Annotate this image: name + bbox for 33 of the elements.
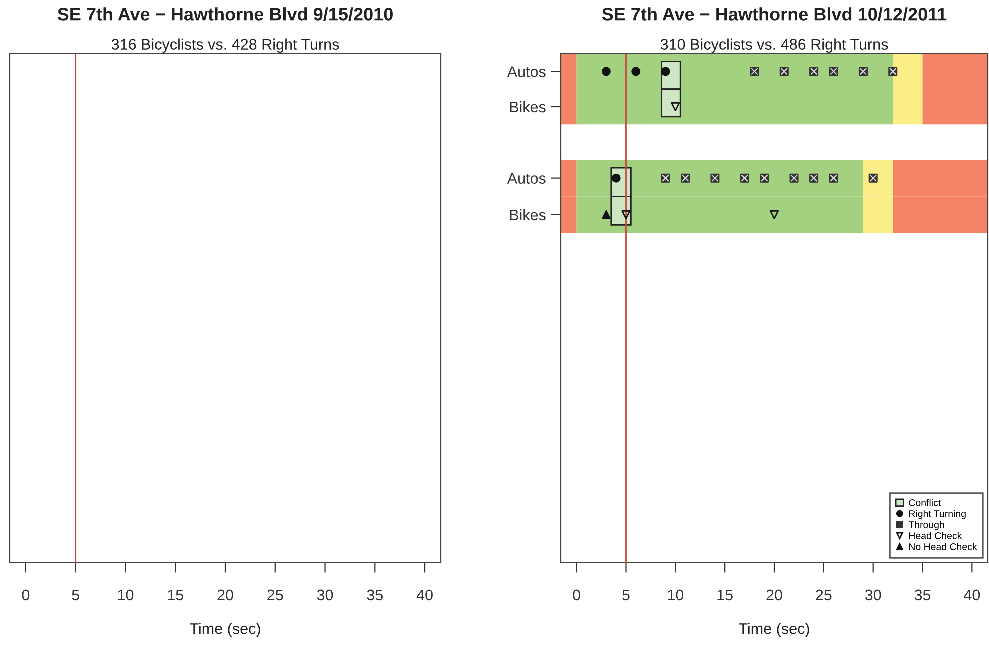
x-tick-label: 30: [865, 590, 882, 601]
legend-label: No Head Check: [909, 543, 978, 550]
x-tick-label: 10: [118, 590, 134, 601]
chart-title: SE 7th Ave − Hawthorne Blvd 9/15/2010: [58, 8, 393, 22]
x-tick-label: 0: [22, 590, 30, 601]
legend-label: Head Check: [909, 532, 962, 540]
y-tick-label: Autos: [507, 173, 546, 184]
x-tick-label: 40: [964, 590, 980, 601]
chart-title: SE 7th Ave − Hawthorne Blvd 10/12/2011: [602, 8, 947, 22]
chart-subtitle: 310 Bicyclists vs. 486 Right Turns: [660, 38, 888, 54]
x-axis-title: Time (sec): [739, 623, 810, 638]
x-tick-label: 25: [816, 590, 832, 601]
y-tick-label: Bikes: [510, 209, 546, 221]
x-axis-title: Time (sec): [190, 623, 260, 638]
legend-label: Conflict: [909, 499, 942, 506]
x-tick-label: 5: [622, 590, 630, 601]
legend-label: Through: [908, 521, 944, 530]
legend-label: Right Turning: [909, 510, 966, 520]
y-tick-label: Bikes: [510, 101, 546, 113]
x-tick-label: 40: [416, 590, 433, 601]
x-tick-label: 15: [168, 590, 184, 601]
x-tick-label: 30: [317, 590, 334, 601]
x-tick-label: 20: [766, 590, 782, 601]
x-tick-label: 10: [668, 590, 684, 601]
x-tick-label: 0: [573, 590, 580, 601]
chart-subtitle: 316 Bicyclists vs. 428 Right Turns: [112, 38, 340, 54]
x-tick-label: 25: [268, 590, 284, 601]
y-tick-label: Autos: [507, 66, 546, 78]
x-tick-label: 35: [367, 590, 384, 601]
x-tick-label: 5: [72, 590, 80, 601]
x-tick-label: 35: [914, 590, 931, 601]
x-tick-label: 15: [718, 590, 733, 601]
x-tick-label: 20: [218, 590, 234, 601]
